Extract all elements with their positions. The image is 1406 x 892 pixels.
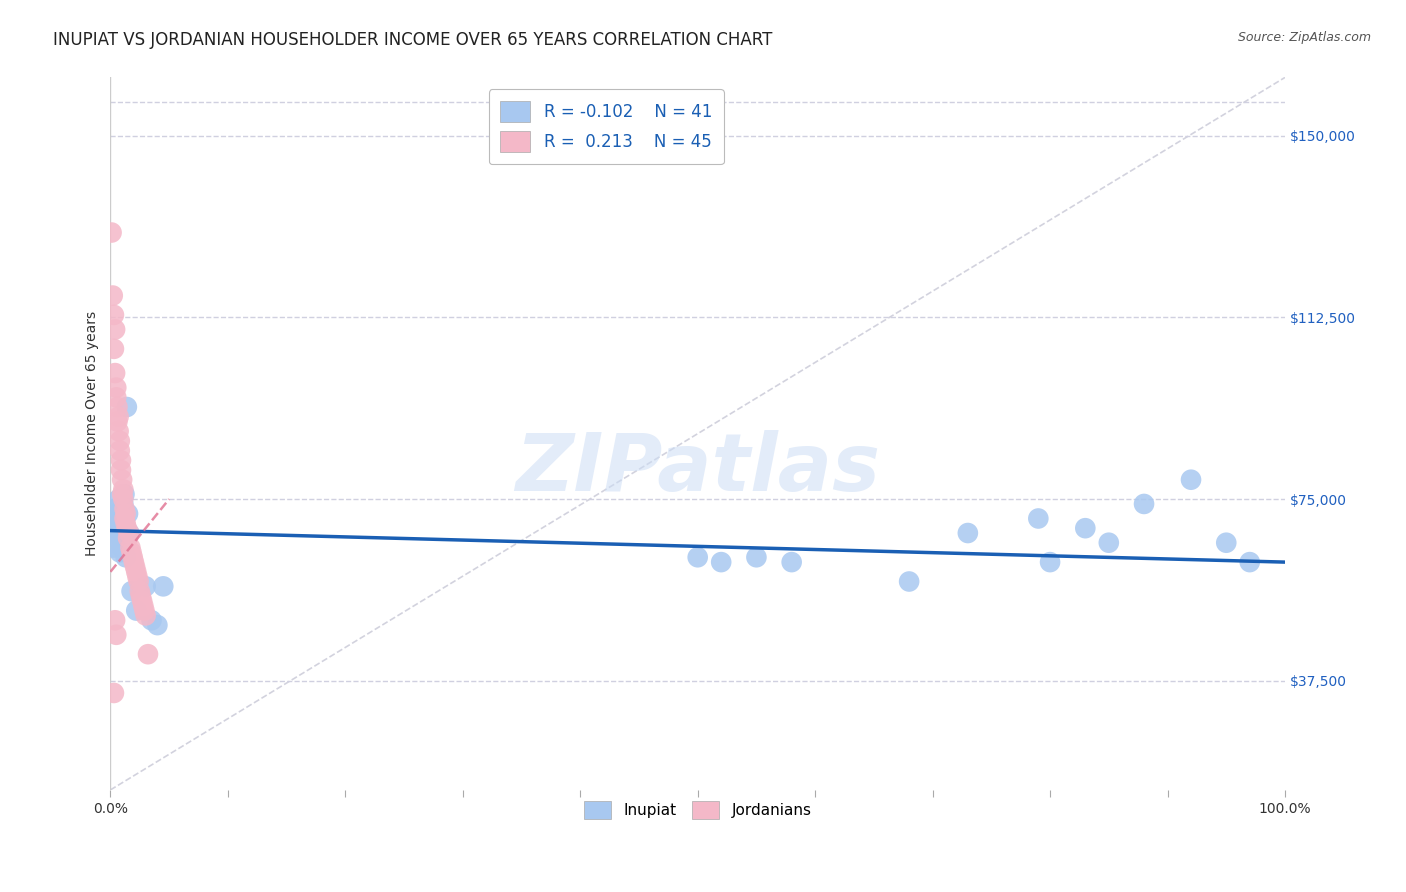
Point [111,473,134,487]
Point [107,400,129,414]
Point [108,545,131,559]
Point [125,604,148,618]
Point [125,565,148,579]
Point [121,545,143,559]
Point [112,497,135,511]
Point [103,342,125,356]
Point [117,531,139,545]
Point [107,409,129,424]
Point [105,390,128,404]
Point [146,618,169,632]
Point [780,555,803,569]
Point [1180,473,1202,487]
Point [121,584,143,599]
Point [105,381,128,395]
Point [114,487,136,501]
Point [103,308,125,322]
Point [104,613,127,627]
Point [124,560,146,574]
Point [114,507,136,521]
Point [120,541,142,555]
Point [104,322,127,336]
Point [118,526,141,541]
Point [1098,535,1121,549]
Point [112,526,135,541]
Text: Source: ZipAtlas.com: Source: ZipAtlas.com [1237,31,1371,45]
Point [134,604,156,618]
Point [105,501,128,516]
Point [104,516,127,531]
Point [956,526,979,541]
Point [118,526,141,541]
Point [136,647,159,661]
Point [127,569,149,583]
Point [128,574,150,589]
Point [100,226,122,240]
Point [152,579,174,593]
Point [121,550,143,565]
Point [104,366,127,380]
Point [898,574,921,589]
Point [115,400,138,414]
Point [114,511,136,525]
Point [1039,555,1062,569]
Point [107,492,129,507]
Point [101,526,124,541]
Point [131,594,153,608]
Point [112,483,135,497]
Point [1074,521,1097,535]
Point [107,521,129,535]
Point [122,555,145,569]
Legend: Inupiat, Jordanians: Inupiat, Jordanians [578,795,818,825]
Point [129,589,152,603]
Point [110,516,132,531]
Point [107,415,129,429]
Point [108,443,131,458]
Point [114,550,136,565]
Point [1133,497,1156,511]
Text: ZIPatlas: ZIPatlas [515,430,880,508]
Point [105,531,128,545]
Point [107,507,129,521]
Point [117,507,139,521]
Point [111,501,134,516]
Point [101,288,124,302]
Point [115,521,138,535]
Point [108,434,131,448]
Y-axis label: Householder Income Over 65 years: Householder Income Over 65 years [86,311,100,557]
Point [132,599,155,613]
Point [111,487,134,501]
Point [128,584,150,599]
Point [111,541,134,555]
Point [1026,511,1049,525]
Point [103,686,125,700]
Point [110,453,132,467]
Point [105,628,128,642]
Point [114,501,136,516]
Point [135,608,157,623]
Point [710,555,733,569]
Point [110,463,132,477]
Point [141,613,163,627]
Point [114,516,136,531]
Point [135,579,157,593]
Point [110,531,132,545]
Point [745,550,768,565]
Point [112,492,135,507]
Text: INUPIAT VS JORDANIAN HOUSEHOLDER INCOME OVER 65 YEARS CORRELATION CHART: INUPIAT VS JORDANIAN HOUSEHOLDER INCOME … [53,31,773,49]
Point [103,541,125,555]
Point [108,511,131,525]
Point [686,550,709,565]
Point [1215,535,1237,549]
Point [1239,555,1261,569]
Point [107,424,129,438]
